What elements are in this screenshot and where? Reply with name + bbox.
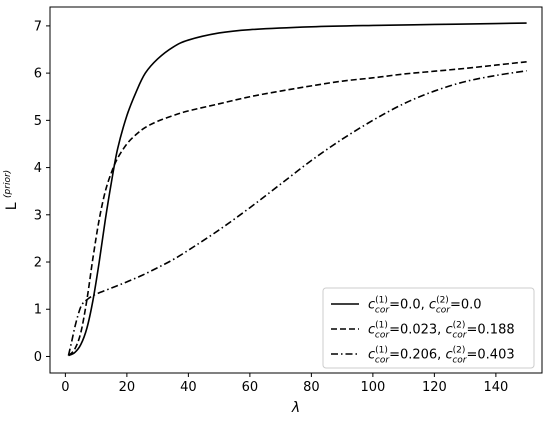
y-axis-label-sup: (prior) [3,170,13,198]
y-tick-label: 5 [34,114,42,129]
svg-text:L (prior): L (prior) [3,170,20,210]
series-layer [67,22,527,357]
legend-entry-3: c(1) cor=0.206, c(2) cor=0.403 [368,346,515,366]
legend: c(1) cor=0.0, c(2) cor=0.0 c(1) cor=0.023, c… [322,287,535,369]
x-tick-label: 100 [360,380,385,395]
y-axis: 0 1 2 3 4 5 6 7 [34,19,50,365]
series-line-3 [67,69,527,356]
y-tick-label: 6 [34,67,42,82]
y-tick-label: 3 [34,208,42,223]
x-tick-label: 140 [483,380,508,395]
x-axis-label: λ [291,400,300,416]
x-tick-label: 40 [180,380,197,395]
x-tick-label: 20 [119,380,136,395]
legend-entry-2: c(1) cor=0.023, c(2) cor=0.188 [368,321,515,341]
plot-frame [49,6,543,374]
x-tick-label: 60 [242,380,259,395]
x-tick-label: 80 [303,380,320,395]
legend-box [322,287,535,369]
plot-area [49,6,543,374]
y-tick-label: 1 [34,303,42,318]
series-line-2 [67,60,527,357]
series-line-1 [68,22,527,357]
y-tick-label: 2 [34,256,42,271]
legend-entry-1: c(1) cor=0.0, c(2) cor=0.0 [368,296,482,316]
x-axis: 0 20 40 60 80 100 120 140 [61,373,508,395]
y-tick-label: 0 [34,350,42,365]
y-axis-label: L (prior) [3,170,20,210]
y-axis-label-main: L [4,202,20,210]
y-tick-label: 4 [34,161,42,176]
y-tick-label: 7 [34,19,42,34]
x-tick-label: 0 [61,380,69,395]
x-tick-label: 120 [422,380,447,395]
